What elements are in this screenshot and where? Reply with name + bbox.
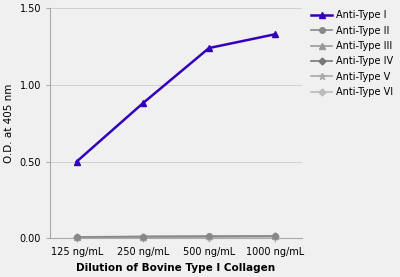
Anti-Type IV — [273, 235, 278, 238]
Anti-Type VI — [206, 235, 211, 238]
Anti-Type II — [206, 235, 211, 238]
Anti-Type IV — [74, 235, 79, 239]
X-axis label: Dilution of Bovine Type I Collagen: Dilution of Bovine Type I Collagen — [76, 263, 276, 273]
Anti-Type VI — [74, 235, 79, 239]
Line: Anti-Type I: Anti-Type I — [73, 31, 278, 165]
Line: Anti-Type III: Anti-Type III — [74, 234, 278, 240]
Line: Anti-Type II: Anti-Type II — [74, 233, 278, 240]
Anti-Type I — [140, 102, 145, 105]
Anti-Type V — [74, 235, 79, 238]
Anti-Type V — [206, 235, 211, 238]
Anti-Type VI — [273, 235, 278, 238]
Anti-Type I — [74, 160, 79, 163]
Anti-Type V — [273, 235, 278, 238]
Anti-Type III — [206, 235, 211, 238]
Anti-Type III — [74, 235, 79, 238]
Anti-Type VI — [140, 235, 145, 238]
Anti-Type V — [140, 235, 145, 238]
Legend: Anti-Type I, Anti-Type II, Anti-Type III, Anti-Type IV, Anti-Type V, Anti-Type V: Anti-Type I, Anti-Type II, Anti-Type III… — [309, 8, 395, 99]
Anti-Type IV — [140, 235, 145, 238]
Line: Anti-Type IV: Anti-Type IV — [74, 234, 278, 239]
Anti-Type I — [273, 33, 278, 36]
Line: Anti-Type VI: Anti-Type VI — [74, 234, 278, 239]
Anti-Type II — [273, 234, 278, 238]
Anti-Type I — [206, 46, 211, 50]
Line: Anti-Type V: Anti-Type V — [73, 233, 278, 240]
Anti-Type III — [273, 235, 278, 238]
Anti-Type II — [140, 235, 145, 238]
Anti-Type II — [74, 235, 79, 239]
Anti-Type IV — [206, 235, 211, 238]
Y-axis label: O.D. at 405 nm: O.D. at 405 nm — [4, 84, 14, 163]
Anti-Type III — [140, 235, 145, 238]
